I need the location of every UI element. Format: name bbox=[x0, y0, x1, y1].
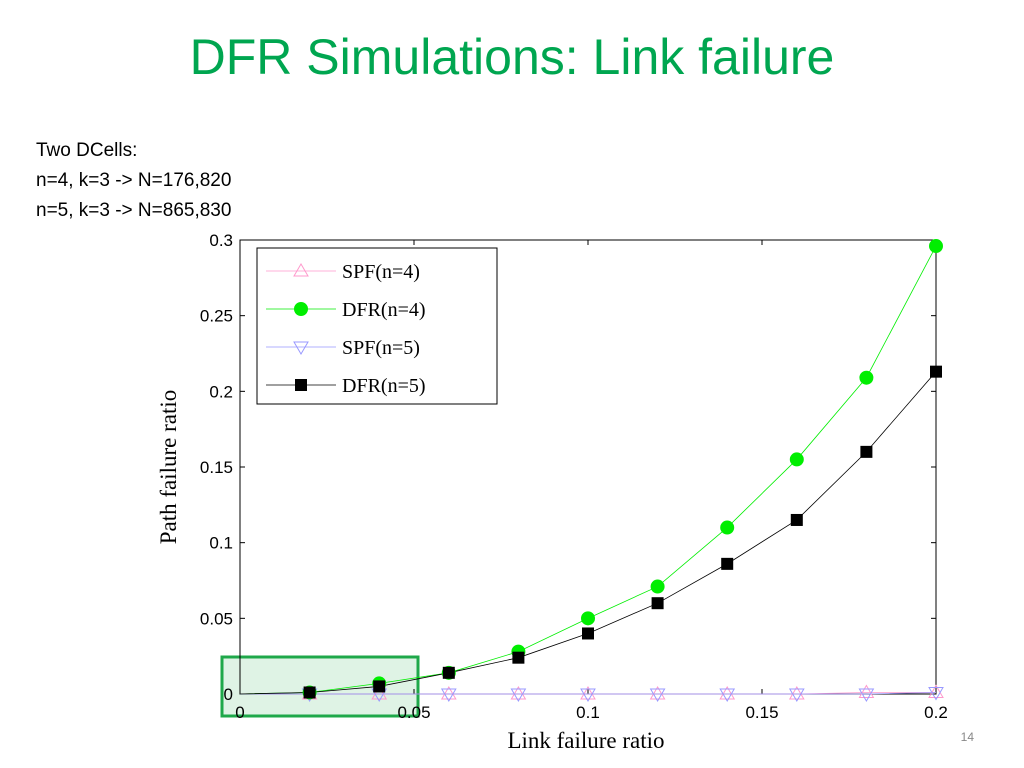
note-line: n=5, k=3 -> N=865,830 bbox=[36, 200, 232, 221]
data-point bbox=[651, 597, 664, 610]
data-point bbox=[512, 651, 525, 664]
legend-label: DFR(n=4) bbox=[342, 299, 426, 321]
data-point bbox=[371, 686, 388, 700]
x-tick-label: 0.05 bbox=[397, 703, 430, 722]
data-point bbox=[442, 666, 455, 679]
legend-marker bbox=[295, 379, 307, 391]
slide-title: DFR Simulations: Link failure bbox=[189, 29, 835, 85]
y-tick-label: 0.1 bbox=[209, 534, 233, 553]
data-point bbox=[929, 239, 943, 254]
data-point bbox=[930, 365, 942, 378]
legend-marker bbox=[293, 341, 309, 355]
note-line: Two DCells: bbox=[36, 140, 138, 161]
y-tick-label: 0.2 bbox=[209, 382, 233, 401]
legend-label: SPF(n=4) bbox=[342, 261, 420, 283]
data-point bbox=[721, 557, 734, 570]
data-point bbox=[928, 686, 944, 701]
data-point bbox=[373, 680, 386, 693]
data-point bbox=[860, 445, 873, 458]
data-point bbox=[928, 684, 944, 698]
x-tick-label: 0.15 bbox=[745, 703, 778, 722]
data-point bbox=[581, 611, 595, 626]
data-point bbox=[720, 520, 735, 535]
y-tick-label: 0 bbox=[224, 685, 233, 704]
data-point bbox=[858, 688, 875, 702]
dcell-notes: Two DCells: n=4, k=3 -> N=176,820 n=5, k… bbox=[36, 136, 231, 226]
y-tick-label: 0.3 bbox=[209, 231, 233, 250]
y-axis-label: Path failure ratio bbox=[156, 390, 181, 545]
data-point bbox=[788, 688, 805, 702]
highlight-box bbox=[220, 655, 420, 718]
legend-label: DFR(n=5) bbox=[342, 375, 426, 397]
y-tick-label: 0.05 bbox=[200, 609, 233, 628]
legend-marker bbox=[293, 263, 309, 277]
data-point bbox=[719, 686, 736, 700]
data-point bbox=[580, 688, 596, 702]
data-point bbox=[649, 688, 666, 702]
data-point bbox=[440, 686, 457, 700]
data-point bbox=[719, 688, 736, 702]
series-line-4 bbox=[239, 371, 937, 695]
x-tick-label: 0 bbox=[235, 703, 244, 722]
y-tick-label: 0.15 bbox=[200, 458, 233, 477]
data-point bbox=[790, 513, 803, 526]
data-point bbox=[582, 627, 594, 640]
y-tick-label: 0.25 bbox=[200, 307, 233, 326]
data-point bbox=[789, 452, 804, 467]
x-axis-label: Link failure ratio bbox=[507, 728, 664, 753]
data-point bbox=[650, 579, 665, 594]
data-point bbox=[649, 686, 666, 700]
data-point bbox=[510, 688, 527, 702]
data-point bbox=[510, 686, 527, 700]
note-line: n=4, k=3 -> N=176,820 bbox=[36, 170, 232, 191]
data-point bbox=[858, 684, 875, 698]
data-point bbox=[440, 688, 457, 702]
series-line-3 bbox=[240, 692, 937, 695]
x-tick-label: 0.2 bbox=[924, 703, 948, 722]
x-tick-label: 0.1 bbox=[576, 703, 600, 722]
data-point bbox=[788, 686, 805, 700]
legend-marker bbox=[294, 302, 308, 316]
legend-box bbox=[256, 247, 498, 405]
data-point bbox=[303, 686, 316, 699]
data-point bbox=[859, 370, 874, 385]
legend-label: SPF(n=5) bbox=[342, 337, 420, 359]
page-number: 14 bbox=[960, 730, 974, 744]
data-point bbox=[580, 686, 596, 700]
